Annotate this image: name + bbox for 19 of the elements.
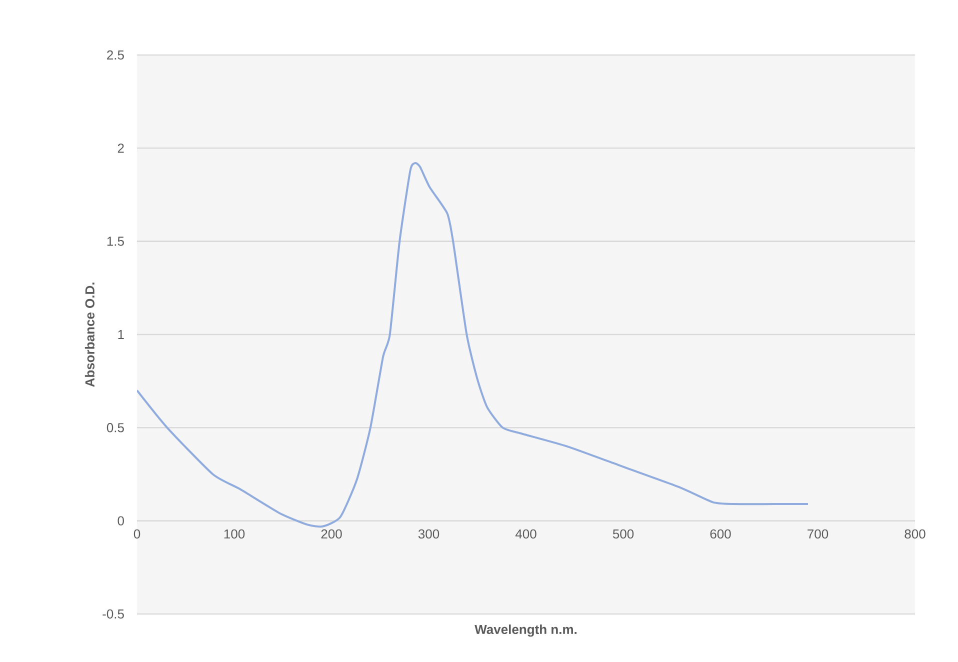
y-tick-label: 1 [118, 330, 124, 339]
x-axis-title: Wavelength n.m. [474, 624, 577, 637]
x-tick-label: 800 [904, 529, 926, 539]
y-axis-title: Absorbance O.D. [84, 282, 94, 387]
x-tick-label: 0 [134, 529, 140, 539]
x-tick-label: 300 [418, 529, 440, 539]
x-tick-label: 200 [321, 529, 342, 539]
y-tick-label: 2 [118, 144, 124, 153]
y-tick-label: 0.5 [106, 423, 124, 432]
line-series [137, 162, 810, 528]
y-tick-label: 1.5 [107, 236, 124, 246]
y-tick-label: 2.5 [107, 50, 124, 60]
y-tick-label: -0.5 [102, 609, 124, 619]
x-tick-label: 700 [808, 529, 828, 539]
x-tick-label: 500 [612, 529, 634, 539]
y-tick-label: 0 [118, 516, 124, 526]
x-tick-label: 400 [515, 529, 536, 539]
x-tick-label: 600 [710, 529, 731, 539]
x-tick-label: 100 [224, 529, 245, 539]
